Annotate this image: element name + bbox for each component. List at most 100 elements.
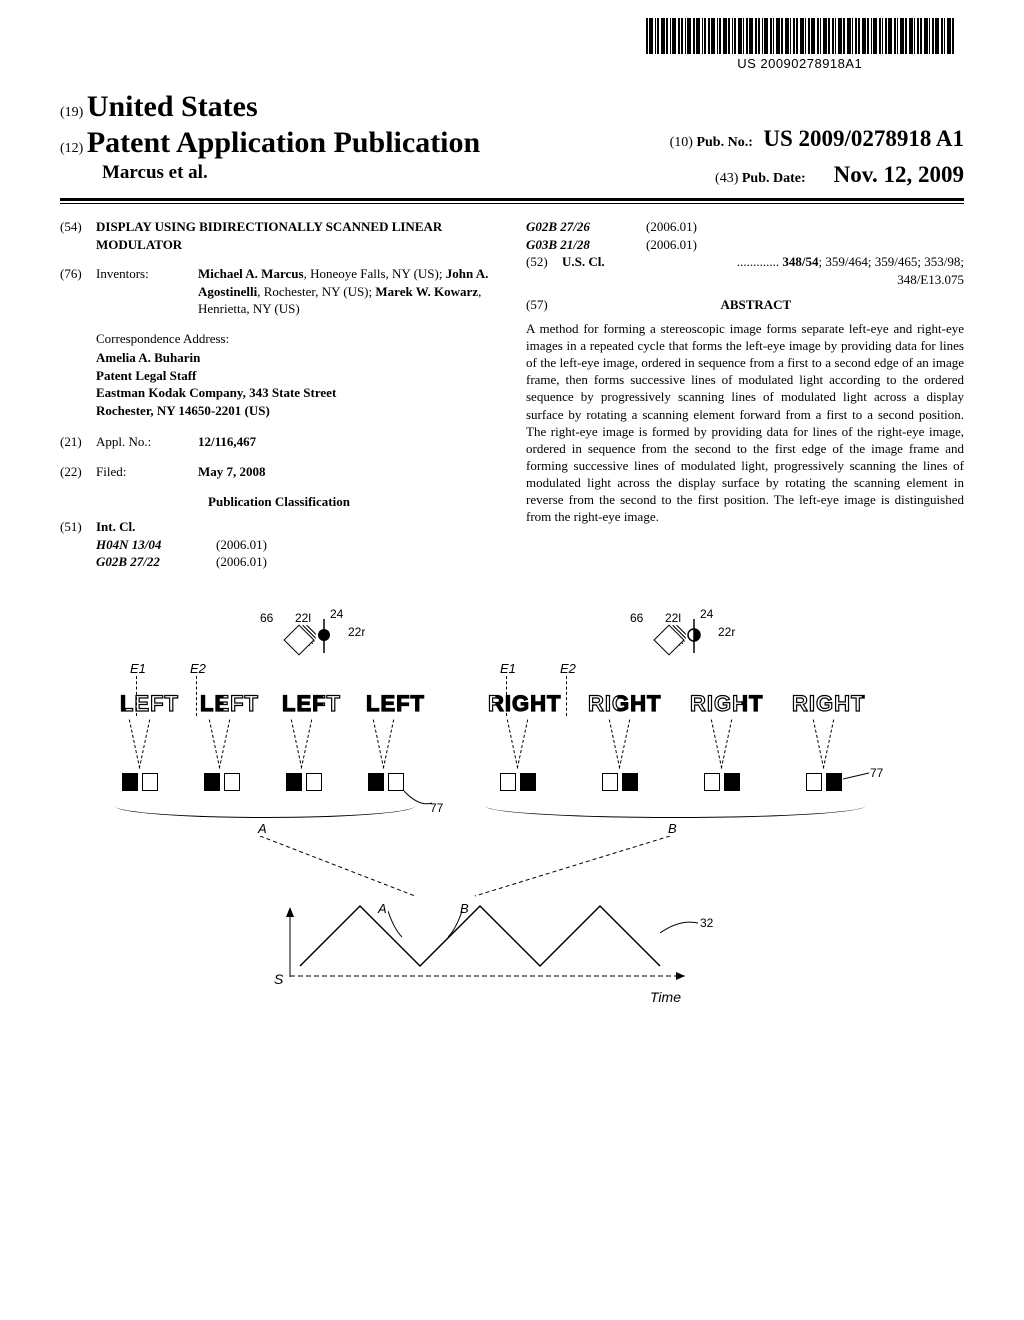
left-word-3: LEFTLEFT	[282, 691, 341, 717]
right-word-3: RIGHTRIGHT	[690, 691, 763, 717]
ray	[129, 719, 140, 768]
right-word-4: RIGHTRIGHT	[792, 691, 865, 717]
mirror-axis-icon	[310, 619, 338, 659]
ref-77: 77	[870, 766, 883, 780]
intcl-item: G02B 27/22 (2006.01)	[96, 553, 498, 571]
ray	[823, 719, 834, 768]
intcl-code: G02B 27/26	[526, 218, 646, 236]
pub-date: (43) Pub. Date: Nov. 12, 2009	[715, 162, 964, 188]
edge-e2: E2	[560, 661, 576, 676]
glasses-icon	[806, 773, 842, 791]
ray	[373, 719, 384, 768]
intcl-item: G03B 21/28 (2006.01)	[526, 236, 964, 254]
ref-66: 66	[260, 611, 273, 625]
ray	[609, 719, 620, 768]
pubdate-value: Nov. 12, 2009	[834, 162, 964, 187]
barcode-graphic	[646, 18, 955, 54]
waveform-line	[300, 906, 660, 966]
abstract-num: (57)	[526, 296, 548, 314]
right-word-1: RIGHTRIGHT	[488, 691, 561, 717]
ray	[711, 719, 722, 768]
inventors-num: (76)	[60, 265, 96, 318]
intcl-label: Int. Cl.	[96, 518, 135, 536]
intcl-year: (2006.01)	[216, 536, 267, 554]
glasses-icon	[602, 773, 638, 791]
word-fill: LEFT	[366, 691, 425, 717]
header-country: (19) United States	[60, 90, 964, 124]
ray	[383, 719, 394, 768]
panel-b-label: B	[668, 821, 677, 836]
ray	[517, 719, 528, 768]
left-word-1: LEFTLEFT	[120, 691, 179, 717]
ray	[619, 719, 630, 768]
intcl-code: H04N 13/04	[96, 536, 216, 554]
ray	[219, 719, 230, 768]
intcl-code: G03B 21/28	[526, 236, 646, 254]
edge-e1: E1	[130, 661, 146, 676]
pubclass-heading: Publication Classification	[60, 493, 498, 511]
lead-a	[388, 911, 406, 941]
mirror-axis-icon	[680, 619, 708, 659]
right-column: G02B 27/26 (2006.01) G03B 21/28 (2006.01…	[526, 218, 964, 571]
dash	[196, 676, 197, 716]
left-word-4: LEFTLEFT	[366, 691, 425, 717]
intcl-num: (51)	[60, 518, 96, 536]
inventors-text: Michael A. Marcus, Honeoye Falls, NY (US…	[198, 265, 498, 318]
uscl-num: (52)	[526, 253, 562, 288]
intcl-item: H04N 13/04 (2006.01)	[96, 536, 498, 554]
ray	[721, 719, 732, 768]
title-text: DISPLAY USING BIDIRECTIONALLY SCANNED LI…	[96, 218, 498, 253]
doc-type-num: (12)	[60, 141, 83, 156]
filed-num: (22)	[60, 463, 96, 481]
applno-field: (21) Appl. No.: 12/116,467	[60, 433, 498, 451]
corr-line-2: Patent Legal Staff	[96, 367, 498, 385]
intcl-item: G02B 27/26 (2006.01)	[526, 218, 964, 236]
waveform	[290, 896, 690, 986]
rule-thin	[60, 203, 964, 204]
glasses-icon	[500, 773, 536, 791]
dash	[566, 676, 567, 716]
abstract-heading-text: ABSTRACT	[720, 297, 791, 312]
inventors-field: (76) Inventors: Michael A. Marcus, Honeo…	[60, 265, 498, 318]
word: RIGHT	[792, 691, 865, 716]
author-line: Marcus et al.	[60, 162, 208, 188]
figure: 66 22l 24 22r E1 E2 LEFTLEFT LEFTLEFT LE…	[60, 611, 964, 1111]
corr-line-3: Eastman Kodak Company, 343 State Street	[96, 384, 498, 402]
lead-32	[660, 919, 700, 937]
filed-field: (22) Filed: May 7, 2008	[60, 463, 498, 481]
edge-e2: E2	[190, 661, 206, 676]
s-axis-label: S	[274, 971, 283, 987]
inventors-label: Inventors:	[96, 265, 198, 318]
rule-thick	[60, 198, 964, 201]
glasses-icon	[368, 773, 404, 791]
ray	[139, 719, 150, 768]
barcode-block: US 20090278918A1	[646, 18, 955, 71]
edge-e1: E1	[500, 661, 516, 676]
uscl-value: 348/54; 359/464; 359/465; 353/98;348/E13…	[605, 253, 964, 288]
applno-value: 12/116,467	[198, 434, 256, 449]
ray	[813, 719, 824, 768]
right-word-2: RIGHTRIGHT	[588, 691, 661, 717]
doc-type: (12) Patent Application Publication	[60, 126, 480, 160]
lead-line	[843, 771, 871, 783]
applno-label: Appl. No.:	[96, 433, 198, 451]
biblio-columns: (54) DISPLAY USING BIDIRECTIONALLY SCANN…	[60, 218, 964, 571]
pubno-value: US 2009/0278918 A1	[763, 126, 964, 151]
uscl-field: (52) U.S. Cl. 348/54; 359/464; 359/465; …	[526, 253, 964, 288]
intcl-code: G02B 27/22	[96, 553, 216, 571]
ref-22r: 22r	[348, 625, 365, 639]
uscl-label-text: U.S. Cl.	[562, 254, 605, 269]
inventor-1: Michael A. Marcus	[198, 266, 304, 281]
abstract-heading: (57) ABSTRACT	[526, 296, 964, 314]
pubdate-num: (43)	[715, 171, 738, 186]
glasses-icon	[704, 773, 740, 791]
pubdate-label: Pub. Date:	[742, 171, 806, 186]
ref-22l: 22l	[665, 611, 681, 625]
inventor-3: Marek W. Kowarz	[375, 284, 478, 299]
left-word-2: LEFTLEFT	[200, 691, 259, 717]
title-num: (54)	[60, 218, 96, 253]
corr-line-4: Rochester, NY 14650-2201 (US)	[96, 402, 498, 420]
ref-22r: 22r	[718, 625, 735, 639]
filed-label: Filed:	[96, 463, 198, 481]
ray	[209, 719, 220, 768]
